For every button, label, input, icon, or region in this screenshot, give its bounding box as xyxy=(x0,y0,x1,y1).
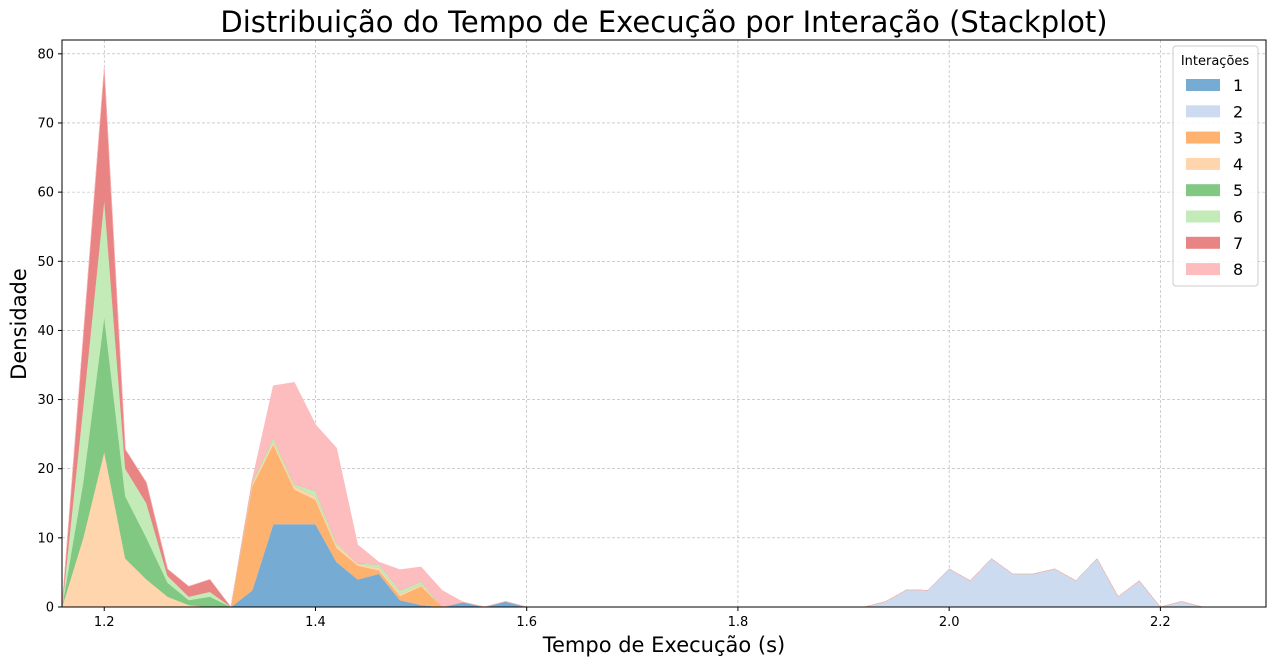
y-tick-label-2: 20 xyxy=(37,462,54,477)
y-tick-label-3: 30 xyxy=(37,393,54,408)
y-tick-label-7: 70 xyxy=(37,116,54,131)
x-tick-label-2: 1.6 xyxy=(516,615,537,630)
y-axis-label: Densidade xyxy=(7,268,31,380)
legend-label-5: 5 xyxy=(1233,181,1243,200)
x-tick-label-5: 2.2 xyxy=(1150,615,1171,630)
legend-title: Interações xyxy=(1181,54,1250,69)
x-tick-label-0: 1.2 xyxy=(94,615,115,630)
legend-label-2: 2 xyxy=(1233,102,1243,121)
grid-lines xyxy=(62,40,1266,608)
legend-swatch-8 xyxy=(1186,263,1220,276)
legend-swatch-1 xyxy=(1186,79,1220,91)
legend-label-1: 1 xyxy=(1233,76,1243,95)
legend-swatch-4 xyxy=(1186,157,1220,170)
legend-swatch-3 xyxy=(1186,131,1220,144)
legend-swatch-2 xyxy=(1186,105,1220,118)
y-tick-label-5: 50 xyxy=(37,255,54,270)
x-tick-label-1: 1.4 xyxy=(305,615,326,630)
legend-swatch-6 xyxy=(1186,210,1220,223)
x-tick-label-3: 1.8 xyxy=(728,615,749,630)
stacked-areas xyxy=(61,67,1266,608)
chart-title: Distribuição do Tempo de Execução por In… xyxy=(220,5,1107,39)
y-axis-ticks: 0 10 20 30 40 50 60 70 80 xyxy=(37,47,62,616)
area-series-7 xyxy=(61,67,1266,608)
y-tick-label-6: 60 xyxy=(37,186,54,201)
x-axis-label: Tempo de Execução (s) xyxy=(542,633,786,657)
y-tick-label-4: 40 xyxy=(37,324,54,339)
legend-label-7: 7 xyxy=(1233,234,1243,253)
legend-swatch-7 xyxy=(1186,236,1220,249)
y-tick-label-1: 10 xyxy=(37,531,54,546)
legend-label-4: 4 xyxy=(1233,155,1243,174)
y-tick-label-8: 80 xyxy=(37,47,54,62)
x-axis-ticks: 1.2 1.4 1.6 1.8 2.0 2.2 xyxy=(94,607,1171,630)
legend-label-8: 8 xyxy=(1233,260,1243,279)
plot-frame xyxy=(61,39,1267,608)
legend-label-3: 3 xyxy=(1233,129,1243,148)
y-tick-label-0: 0 xyxy=(46,601,54,616)
legend-label-6: 6 xyxy=(1233,208,1243,227)
legend: Interações 1 2 3 4 5 6 7 8 xyxy=(1172,45,1259,287)
legend-swatch-5 xyxy=(1186,184,1220,197)
x-tick-label-4: 2.0 xyxy=(939,615,960,630)
area-series-8 xyxy=(61,67,1266,608)
legend-items: 1 2 3 4 5 6 7 8 xyxy=(1186,76,1243,279)
